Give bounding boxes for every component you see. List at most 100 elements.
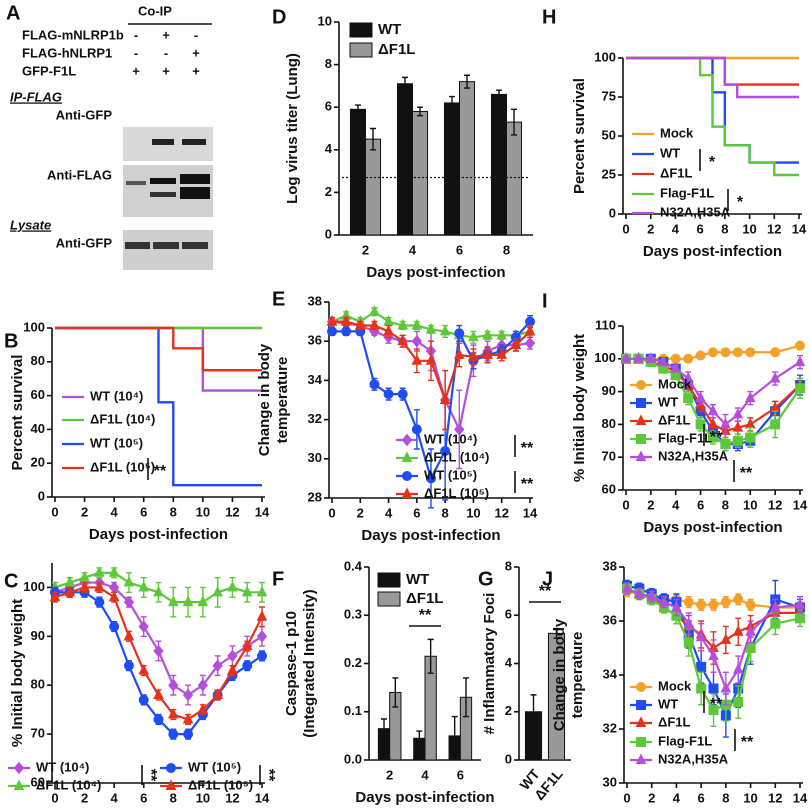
legend-marker [635, 414, 647, 425]
point [733, 594, 744, 605]
legend-label: ΔF1L (10⁵) [188, 777, 253, 792]
point [212, 659, 223, 672]
point [732, 407, 744, 419]
point [383, 324, 394, 336]
point [770, 618, 781, 629]
legend-marker [166, 763, 176, 773]
panel-letter: B [4, 330, 18, 352]
point [708, 347, 718, 358]
error-bar [511, 108, 518, 136]
point [770, 419, 781, 430]
x-tick-label: 0 [622, 497, 629, 512]
point [383, 389, 394, 400]
legend-marker [13, 779, 25, 790]
x-tick-label: 10 [743, 497, 757, 512]
error-bar [401, 76, 408, 91]
y-tick-label: 0 [505, 751, 512, 766]
point [212, 688, 223, 699]
point [524, 336, 536, 350]
point [708, 683, 719, 694]
point [123, 629, 135, 641]
legend-label: ΔF1L (10⁵) [424, 485, 489, 500]
point [794, 598, 806, 609]
blot-images [123, 127, 213, 270]
y-tick-label: 0.0 [344, 751, 362, 766]
y-tick-label: 8 [325, 56, 332, 71]
point [482, 348, 493, 359]
point [744, 391, 756, 403]
point [138, 620, 149, 633]
point [621, 581, 633, 593]
bar [443, 102, 460, 236]
y-tick-label: 0.3 [344, 607, 362, 622]
x-tick-label: 12 [768, 790, 782, 805]
y-tick-label: 4 [325, 141, 333, 156]
legend-label: ΔF1L (10⁴) [36, 777, 101, 792]
point [411, 424, 422, 435]
x-tick-label: 14 [792, 221, 807, 236]
legend-label: WT [658, 696, 678, 711]
panel-letter: J [542, 568, 553, 590]
significance: ** [521, 440, 534, 457]
legend-label: ΔF1L [658, 714, 691, 729]
point [696, 683, 707, 694]
y-tick-label: 60 [602, 481, 616, 496]
point [510, 338, 522, 350]
point [227, 663, 238, 675]
legend-marker [635, 753, 647, 764]
point [720, 681, 732, 693]
point [49, 590, 61, 602]
point [454, 423, 465, 436]
sign: - [134, 27, 138, 42]
point [708, 705, 719, 716]
bar [412, 110, 429, 236]
point [425, 354, 437, 365]
point [411, 334, 423, 348]
x-tick-label: 0 [328, 505, 335, 520]
point [182, 688, 194, 702]
point [708, 649, 719, 661]
point [168, 729, 179, 740]
x-tick-label: 14 [793, 497, 808, 512]
legend-marker [401, 451, 413, 462]
y-tick-label: 38 [308, 293, 322, 308]
x-tick-label: 8 [170, 504, 177, 519]
point [182, 712, 194, 724]
x-tick-label: 2 [81, 790, 88, 805]
x-tick-label: 12 [494, 505, 508, 520]
error-bar [553, 627, 560, 639]
band [182, 242, 208, 249]
point [524, 324, 536, 336]
point [109, 621, 120, 632]
x-tick-label: 2 [647, 497, 654, 512]
x-tick-label: 12 [767, 221, 781, 236]
point [94, 597, 105, 608]
legend-marker [401, 487, 413, 498]
significance: ** [260, 769, 277, 782]
y-tick-label: 100 [594, 49, 616, 64]
x-tick-label: 6 [697, 497, 704, 512]
point [620, 352, 632, 363]
legend-marker [635, 450, 647, 461]
sign: - [134, 45, 138, 60]
point [197, 703, 209, 714]
point [733, 697, 744, 707]
point [153, 644, 164, 658]
x-tick-label: 6 [413, 505, 420, 520]
sign: + [162, 27, 170, 42]
y-tick-label: 80 [31, 353, 45, 368]
significance: ** [142, 769, 159, 782]
legend-swatch [349, 22, 373, 38]
significance: * [737, 194, 744, 211]
band [150, 178, 176, 184]
x-tick-label: 8 [722, 497, 729, 512]
significance: ** [710, 429, 723, 446]
y-tick-label: 90 [602, 383, 616, 398]
panel-letter: H [542, 6, 556, 28]
significance: ** [710, 696, 723, 713]
x-axis-label: Days post-infection [361, 527, 500, 544]
panel-letter: G [478, 568, 494, 590]
y-axis-label: temperature [569, 632, 586, 719]
legend-label: WT (10⁵) [188, 759, 241, 774]
significance: ** [740, 465, 753, 482]
